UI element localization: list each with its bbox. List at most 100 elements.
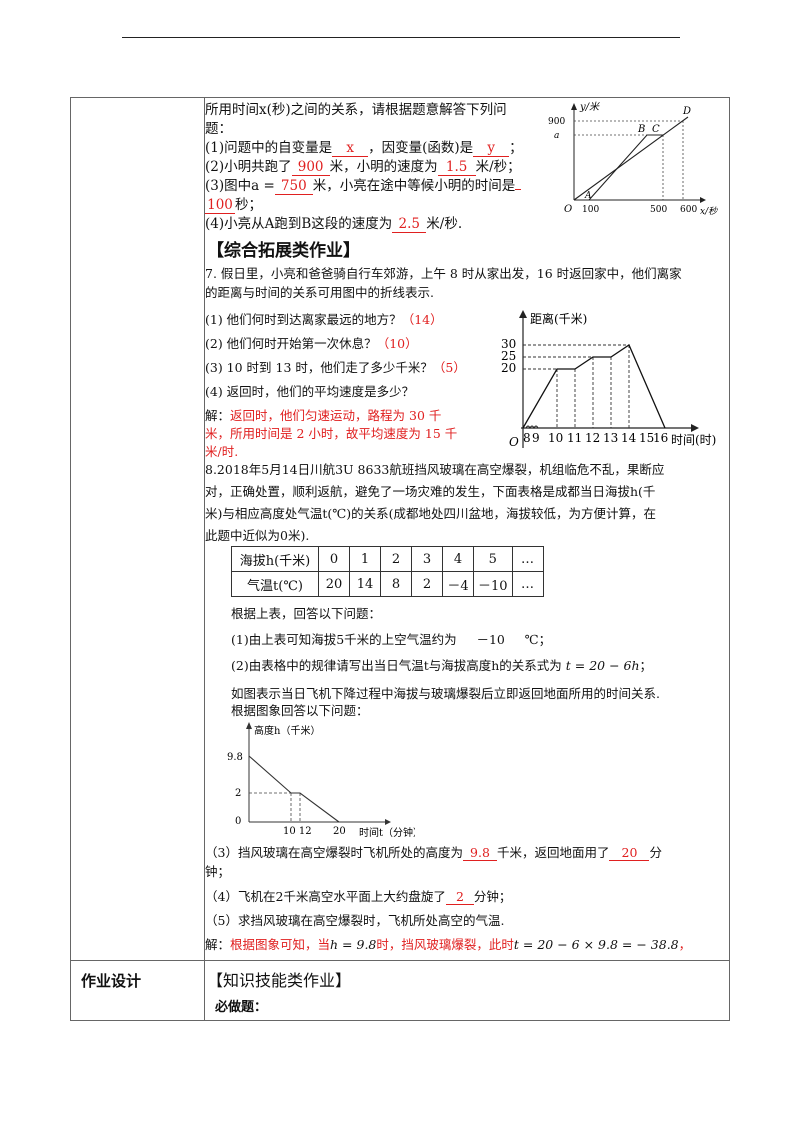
q6-intro-line1: 所用时间x(秒)之间的关系，请根据题意解答下列问 <box>205 102 507 118</box>
q8-solution-text3: ， <box>678 937 692 952</box>
svg-text:20: 20 <box>501 361 516 375</box>
q8-sub3-text: （3）挡风玻璃在高空爆裂时飞机所处的高度为 <box>205 845 463 860</box>
svg-text:10: 10 <box>548 431 563 445</box>
q8-stem-line4: 此题中近似为0米). <box>205 528 310 543</box>
required-questions-label: 必做题： <box>215 1000 268 1015</box>
svg-text:30: 30 <box>501 337 516 351</box>
design-row-label: 作业设计 <box>81 972 142 990</box>
q8-sub3-suffix: 分 <box>649 845 662 860</box>
svg-text:y/米: y/米 <box>579 101 600 113</box>
q7-sub1-answer: （14） <box>401 312 443 327</box>
q7-sub4: (4) 返回时，他们的平均速度是多少？ <box>205 384 415 399</box>
svg-text:100: 100 <box>582 205 599 215</box>
q6-sub2: (2)小明共跑了 900 米，小明的速度为 1.5 米/秒； <box>205 158 521 177</box>
q6-sub2-answer1: 900 <box>291 160 330 176</box>
altitude-temperature-table: 海拔h(千米) 0 1 2 3 4 5 … 气温t(℃) 20 14 8 2 －… <box>231 546 544 597</box>
q6-sub1-answer1: x <box>332 141 369 157</box>
q7-sub3-answer: （5） <box>432 360 466 375</box>
q8-sub1-answer: －10 <box>476 632 505 647</box>
q8-graph-intro1: 如图表示当日飞机下降过程中海拔与玻璃爆裂后立即返回地面所用的时间关系. <box>231 686 660 701</box>
q7-sub2-answer: （10） <box>376 336 418 351</box>
q6-sub3-answer2: 100 <box>205 198 235 214</box>
q8-stem-line1: 8.2018年5月14日川航3U 8633航班挡风玻璃在高空爆裂，机组临危不乱，… <box>205 462 665 477</box>
q6-sub1-mid: ，因变量(函数)是 <box>368 140 474 156</box>
q7-sub2-text: (2) 他们何时开始第一次休息？ <box>205 336 377 351</box>
q6-sub1-text: (1)问题中的自变量是 <box>205 140 333 156</box>
q8-sub2-answer: t = 20 − 6h <box>565 658 640 673</box>
q8-solution-label: 解： <box>205 937 231 952</box>
q8-sub4: （4）飞机在2千米高空水平面上大约盘旋了 2 分钟； <box>205 887 511 906</box>
svg-text:x/秒: x/秒 <box>700 206 718 217</box>
table-cell: －10 <box>473 571 513 597</box>
table-cell: 0 <box>318 546 350 572</box>
q7-sub1: (1) 他们何时到达离家最远的地方？（14） <box>205 310 443 329</box>
knowledge-skills-title: 【知识技能类作业】 <box>207 971 352 990</box>
table-cell: 2 <box>411 571 443 597</box>
table-header-temperature: 气温t(℃) <box>231 571 319 597</box>
q8-sub3-answer2: 20 <box>609 845 650 861</box>
svg-text:900: 900 <box>548 117 565 127</box>
svg-text:O: O <box>564 204 572 215</box>
q6-sub2-suffix: 米/秒； <box>475 159 521 175</box>
svg-text:O: O <box>509 435 519 449</box>
q7-solution-text1: 返回时，他们匀速运动，路程为 30 千 <box>230 408 442 423</box>
q6-sub3-cont: 100 秒； <box>205 196 262 215</box>
q8-after-table: 根据上表，回答以下问题： <box>231 606 382 621</box>
svg-text:20: 20 <box>333 826 346 837</box>
svg-text:13: 13 <box>603 431 618 445</box>
table-header-altitude: 海拔h(千米) <box>231 546 319 572</box>
q7-solution-label: 解： <box>205 408 231 423</box>
q6-sub4-text: (4)小亮从A跑到B这段的速度为 <box>205 216 393 232</box>
q6-sub4-suffix: 米/秒. <box>426 216 463 232</box>
svg-text:14: 14 <box>621 431 637 445</box>
q8-sub3-mid: 千米，返回地面用了 <box>496 845 610 860</box>
q6-intro-line2: 题： <box>205 121 232 137</box>
q8-solution-math2: t = 20 − 6 × 9.8 = − 38.8 <box>513 937 679 952</box>
svg-text:时间t（分钟）: 时间t（分钟） <box>359 826 415 838</box>
q6-sub1-suffix: ； <box>509 140 523 156</box>
q8-sub2: (2)由表格中的规律请写出当日气温t与海拔高度h的关系式为 t = 20 − 6… <box>231 656 652 675</box>
svg-text:距离(千米): 距离(千米) <box>530 311 587 326</box>
q7-stem-line1: 7. 假日里，小亮和爸爸骑自行车郊游，上午 8 时从家出发，16 时返回家中，他… <box>205 266 682 281</box>
table-cell: 5 <box>473 546 513 572</box>
svg-text:B: B <box>637 124 645 135</box>
svg-text:15: 15 <box>639 431 654 445</box>
q7-solution-line1: 解：返回时，他们匀速运动，路程为 30 千 <box>205 406 441 425</box>
q8-graph-intro2: 根据图象回答以下问题： <box>231 703 369 718</box>
table-cell: 4 <box>442 546 474 572</box>
svg-text:9.8: 9.8 <box>227 752 243 763</box>
table-cell: … <box>511 546 544 572</box>
row-divider <box>71 960 729 961</box>
svg-text:a: a <box>554 131 559 141</box>
q8-sub3-answer1: 9.8 <box>462 845 497 861</box>
q8-stem-line3: 米)与相应高度处气温t(℃)的关系(成都地处四川盆地，海拔较低，为方便计算，在 <box>205 506 657 521</box>
q7-sub2: (2) 他们何时开始第一次休息？（10） <box>205 334 418 353</box>
svg-text:2: 2 <box>235 788 241 799</box>
column-divider <box>204 98 205 1020</box>
svg-text:16: 16 <box>653 431 668 445</box>
svg-text:0: 0 <box>235 816 241 827</box>
q8-solution-text2: 时，挡风玻璃爆裂，此时 <box>376 937 514 952</box>
q8-sub1: (1)由上表可知海拔5千米的上空气温约为 －10 ℃； <box>231 630 551 649</box>
svg-text:高度h（千米）: 高度h（千米） <box>254 724 320 737</box>
table-cell: －4 <box>442 571 474 597</box>
svg-text:500: 500 <box>650 205 667 215</box>
q7-solution-line2: 米，所用时间是 2 小时，故平均速度为 15 千 <box>205 426 458 441</box>
q6-sub1-answer2: y <box>473 141 510 157</box>
svg-text:25: 25 <box>501 349 516 363</box>
lesson-plan-table: 作业设计 所用时间x(秒)之间的关系，请根据题意解答下列问 题： (1)问题中的… <box>70 97 730 1021</box>
q7-sub1-text: (1) 他们何时到达离家最远的地方？ <box>205 312 402 327</box>
header-rule <box>122 37 680 38</box>
q8-sub2-suffix: ； <box>639 658 653 673</box>
svg-text:时间(时): 时间(时) <box>671 433 716 447</box>
svg-text:8: 8 <box>523 431 531 445</box>
q6-sub3-suffix: 秒； <box>235 197 262 213</box>
table-row-altitude: 海拔h(千米) 0 1 2 3 4 5 … <box>231 546 544 572</box>
table-cell: 20 <box>318 571 350 597</box>
table-cell: 3 <box>411 546 443 572</box>
q6-sub3-answer1: 750 <box>274 179 313 195</box>
q6-sub1: (1)问题中的自变量是 x ，因变量(函数)是 y； <box>205 139 523 158</box>
q6-sub2-text: (2)小明共跑了 <box>205 159 292 175</box>
q7-sub3-text: (3) 10 时到 13 时，他们走了多少千米？ <box>205 360 433 375</box>
svg-text:C: C <box>652 124 660 135</box>
